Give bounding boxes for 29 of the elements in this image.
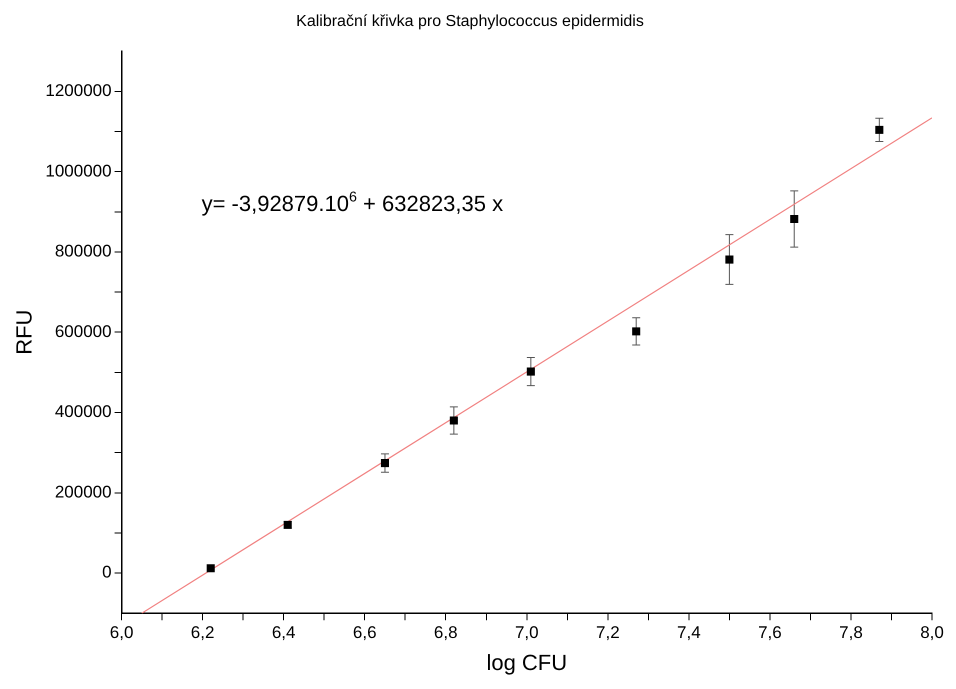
x-tick-label: 7,4: [677, 623, 701, 642]
x-tick-label: 6,0: [110, 623, 134, 642]
x-tick-label: 7,6: [758, 623, 782, 642]
x-tick-label: 6,8: [434, 623, 458, 642]
y-tick-label: 1000000: [45, 161, 112, 180]
point: [206, 564, 215, 572]
y-tick-label: 0: [102, 562, 112, 582]
y-tick-label: 800000: [54, 242, 112, 261]
y-tick-label: 200000: [54, 482, 112, 502]
y-axis-title: RFU: [11, 310, 36, 355]
x-tick-label: 7,8: [839, 623, 863, 642]
point: [526, 368, 535, 376]
y-tick-label: 1200000: [45, 81, 112, 100]
point: [875, 126, 884, 134]
x-tick-label: 6,4: [272, 623, 296, 642]
x-tick-label: 7,0: [514, 623, 539, 642]
point: [725, 256, 734, 264]
point: [632, 327, 640, 336]
chart-title: Kalibrační křivka pro Staphylococcus epidermidis: [296, 13, 644, 30]
point: [450, 416, 458, 425]
y-tick-label: 600000: [54, 322, 112, 341]
x-axis-title: log CFU: [486, 650, 568, 675]
point: [380, 459, 390, 468]
x-tick-label: 6,6: [352, 623, 377, 642]
x-tick-label: 7,2: [596, 623, 620, 642]
y-tick-label: 400000: [54, 402, 112, 422]
x-tick-label: 6,2: [190, 623, 214, 642]
x-tick-label: 8,0: [920, 623, 944, 642]
point: [790, 214, 798, 224]
